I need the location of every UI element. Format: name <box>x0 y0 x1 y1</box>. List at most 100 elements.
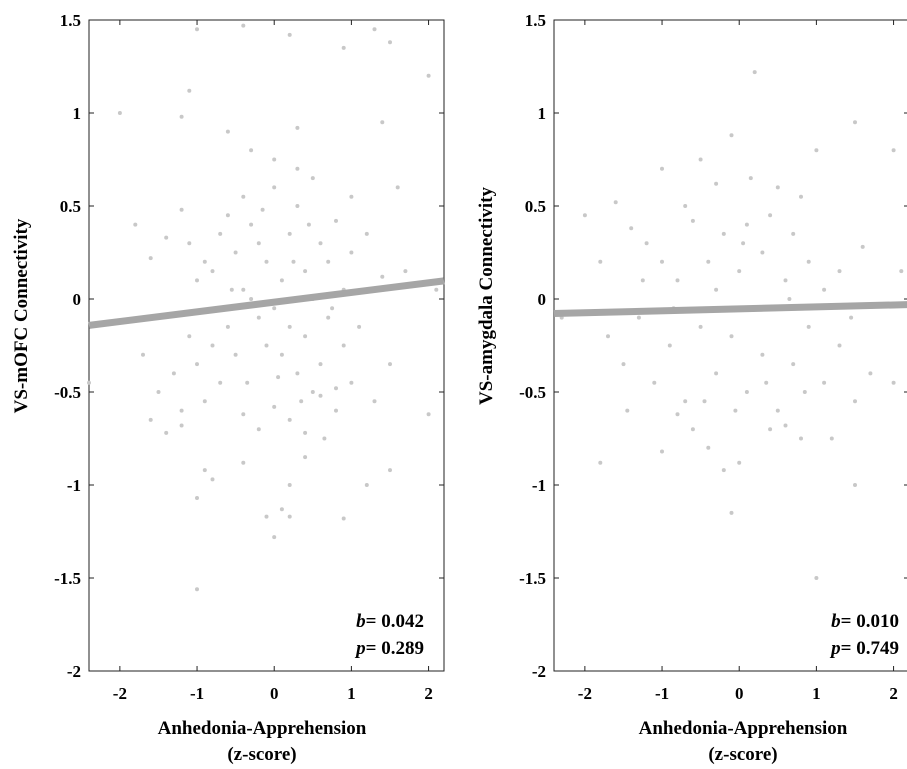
data-point <box>318 241 323 246</box>
data-point <box>714 371 719 376</box>
x-tick-label: -1 <box>190 684 204 703</box>
data-point <box>233 352 238 357</box>
data-point <box>388 468 392 473</box>
data-point <box>148 417 153 422</box>
x-tick-label: 1 <box>347 684 356 703</box>
data-point <box>814 148 819 153</box>
data-point <box>245 380 250 385</box>
right-xticks: -2 -1 0 1 2 <box>578 20 898 703</box>
data-point <box>733 408 738 413</box>
data-point <box>295 166 300 171</box>
y-tick-label: 1 <box>73 104 82 123</box>
right-panel: 1.5 1 0.5 0 -0.5 -1 -1.5 -2 -2 -1 0 1 2 VS-amygdala… <box>476 11 907 765</box>
data-point <box>822 287 827 292</box>
data-point <box>303 334 308 339</box>
data-point <box>187 334 192 339</box>
data-point <box>303 269 308 274</box>
data-point <box>303 430 308 435</box>
data-point <box>660 449 664 454</box>
data-point <box>748 176 753 181</box>
data-point <box>829 436 834 441</box>
data-point <box>210 477 215 482</box>
data-point <box>156 390 161 394</box>
data-point <box>744 222 749 227</box>
data-point <box>837 343 842 348</box>
data-point <box>853 399 857 404</box>
x-tick-label: 2 <box>424 684 433 703</box>
data-point <box>434 287 439 292</box>
data-point <box>276 375 281 380</box>
data-point <box>752 70 757 75</box>
data-point <box>225 324 230 329</box>
data-point <box>741 241 746 246</box>
data-point <box>195 278 199 283</box>
data-point <box>195 496 199 500</box>
data-point <box>675 278 680 283</box>
data-point <box>737 269 742 274</box>
data-point <box>721 468 726 473</box>
right-xlabel-sub: (z-score) <box>708 744 777 765</box>
data-point <box>783 423 788 428</box>
y-tick-label: 0 <box>73 290 82 309</box>
data-point <box>241 460 246 465</box>
data-point <box>330 306 335 311</box>
data-point <box>783 278 788 283</box>
data-point <box>241 287 246 292</box>
data-point <box>287 483 292 487</box>
data-point <box>714 181 719 186</box>
data-point <box>891 148 896 153</box>
data-point <box>210 343 215 348</box>
data-point <box>195 362 199 367</box>
data-point <box>249 148 254 153</box>
data-point <box>341 45 346 50</box>
data-point <box>310 390 315 394</box>
data-point <box>395 185 400 190</box>
data-point <box>372 27 377 32</box>
left-panel: 1.5 1 0.5 0 -0.5 -1 -1.5 -2 -2 -1 0 1 2 VS-mOFC Con… <box>11 11 445 765</box>
y-tick-label: 1 <box>538 104 547 123</box>
data-point <box>225 213 230 218</box>
data-point <box>775 185 780 190</box>
data-point <box>264 343 269 348</box>
left-yticks: 1.5 1 0.5 0 -0.5 -1 -1.5 -2 <box>54 11 444 681</box>
data-point <box>295 204 300 208</box>
data-point <box>806 259 811 264</box>
data-point <box>690 427 695 432</box>
data-point <box>272 157 277 162</box>
data-point <box>164 235 169 240</box>
data-point <box>256 427 261 432</box>
data-point <box>195 27 199 32</box>
data-point <box>667 343 672 348</box>
y-tick-label: -0.5 <box>54 383 81 402</box>
data-point <box>426 412 431 417</box>
data-point <box>249 297 254 301</box>
data-point <box>241 23 246 28</box>
data-point <box>802 390 807 394</box>
data-point <box>426 73 431 78</box>
x-tick-label: 0 <box>735 684 744 703</box>
left-stat-p: p= 0.289 <box>354 638 424 659</box>
data-point <box>287 231 292 236</box>
right-stat-b-value: = 0.010 <box>841 611 899 632</box>
data-point <box>249 222 254 227</box>
data-point <box>218 380 223 385</box>
data-point <box>675 412 680 417</box>
data-point <box>640 278 645 283</box>
data-point <box>179 423 184 428</box>
data-point <box>233 250 238 255</box>
data-point <box>341 516 346 521</box>
data-point <box>364 231 369 236</box>
data-point <box>806 324 811 329</box>
data-point <box>364 483 369 487</box>
data-point <box>613 200 618 205</box>
data-point <box>322 436 327 441</box>
data-point <box>299 399 304 404</box>
data-point <box>349 250 354 255</box>
data-point <box>295 125 300 130</box>
y-tick-label: 0 <box>538 290 547 309</box>
data-point <box>295 371 300 376</box>
left-fit-line <box>88 277 445 329</box>
x-tick-label: -2 <box>113 684 127 703</box>
data-point <box>287 514 292 519</box>
y-tick-label: -0.5 <box>519 383 546 402</box>
